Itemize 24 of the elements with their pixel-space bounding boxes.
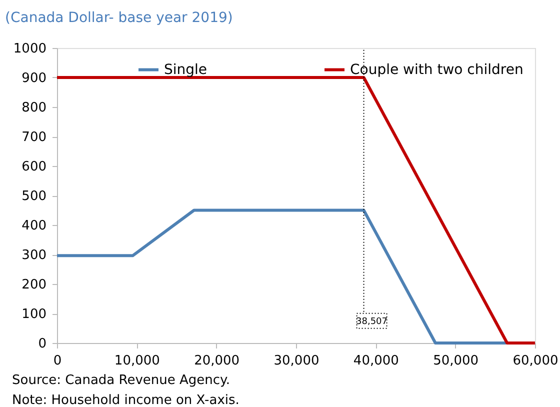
y-tick-label: 700 (22, 130, 46, 145)
y-tick-label: 500 (22, 189, 46, 204)
x-tick-label: 50,000 (433, 354, 479, 368)
x-tick-label: 30,000 (274, 354, 320, 368)
x-tick-label: 0 (53, 354, 62, 368)
y-tick-label: 800 (22, 100, 46, 116)
y-tick-label: 1000 (13, 42, 46, 56)
legend-label: Couple with two children (350, 62, 524, 78)
legend-label: Single (164, 62, 208, 78)
y-tick-label: 900 (22, 71, 46, 86)
chart-title: (Canada Dollar- base year 2019) (5, 10, 233, 26)
y-tick-label: 200 (22, 278, 46, 292)
text: Note: Household income on X-axis. (12, 393, 240, 407)
x-tick-label: 40,000 (353, 354, 399, 368)
x-tick-label: 10,000 (114, 354, 160, 368)
x-tick-label: 60,000 (512, 354, 558, 368)
x-tick-label: 20,000 (194, 354, 240, 368)
y-tick-label: 300 (22, 248, 46, 263)
source-note: Source: Canada Revenue Agency. (12, 373, 230, 388)
y-tick-label: 400 (22, 218, 46, 234)
ref-line-label: 38,507 (356, 316, 388, 327)
y-tick-label: 0 (38, 336, 46, 352)
y-tick-label: 100 (22, 307, 46, 322)
y-tick-label: 600 (22, 160, 46, 174)
